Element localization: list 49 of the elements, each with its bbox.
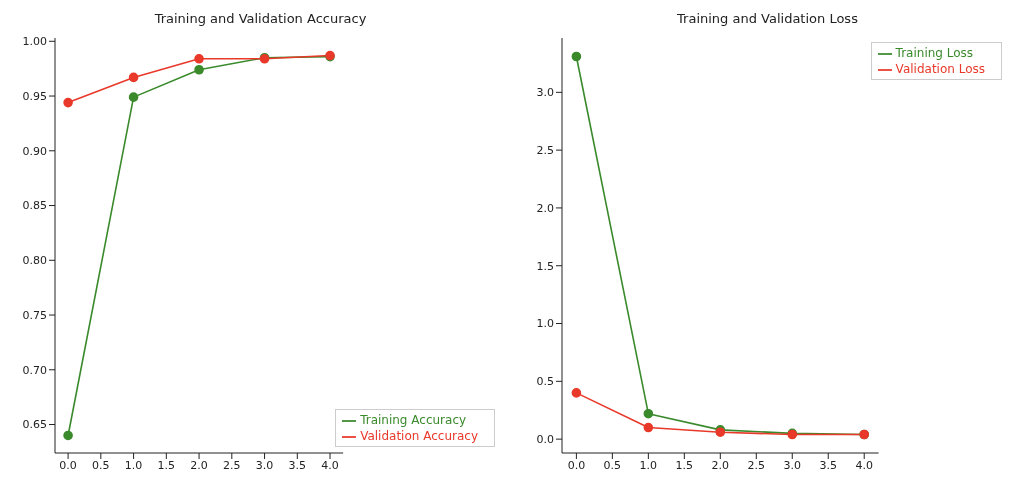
y-tick-label: 0.0 [536, 433, 554, 447]
point [63, 97, 73, 108]
point [643, 422, 654, 433]
legend-label: Validation Accuracy [360, 429, 478, 443]
point [643, 408, 654, 419]
y-tick-label: 0.85 [22, 199, 47, 213]
point [571, 51, 582, 62]
x-tick-label: 0.0 [567, 458, 586, 472]
y-tick-label: 1.5 [536, 259, 554, 273]
y-tick-label: 0.5 [536, 375, 554, 389]
point [194, 54, 204, 64]
x-tick-label: 3.5 [819, 458, 837, 472]
point [63, 430, 73, 441]
x-tick-label: 1.0 [124, 458, 143, 472]
y-tick-label: 1.00 [22, 35, 47, 49]
x-tick-label: 2.0 [190, 458, 208, 472]
legend-label: Validation Loss [895, 62, 985, 76]
x-tick-label: 4.0 [855, 458, 873, 472]
x-tick-label: 3.5 [288, 458, 307, 472]
chart-title: Training and Validation Loss [676, 10, 859, 28]
x-tick-label: 0.0 [59, 458, 77, 472]
y-tick-label: 0.80 [22, 254, 47, 268]
y-tick-label: 2.5 [536, 144, 554, 158]
x-tick-label: 3.0 [255, 458, 274, 472]
x-tick-label: 3.0 [783, 458, 802, 472]
point [571, 388, 582, 398]
y-tick-label: 1.0 [536, 317, 554, 331]
point [128, 92, 139, 102]
y-tick-label: 2.0 [536, 201, 554, 215]
x-tick-label: 1.5 [157, 458, 176, 472]
legend-label: Training Accuracy [360, 413, 467, 427]
y-tick-label: 3.0 [536, 86, 554, 100]
y-tick-label: 0.65 [22, 418, 47, 432]
x-tick-label: 2.5 [223, 458, 241, 472]
chart-title: Training and Validation Accuracy [153, 10, 368, 28]
y-tick-label: 0.95 [22, 89, 47, 103]
legend-label: Training Loss [895, 46, 974, 60]
x-tick-label: 2.0 [711, 458, 730, 472]
point [194, 64, 204, 75]
y-tick-label: 0.90 [22, 144, 47, 158]
x-tick-label: 0.5 [603, 458, 622, 472]
x-tick-label: 4.0 [321, 458, 339, 472]
point [128, 72, 139, 83]
x-tick-label: 1.5 [675, 458, 694, 472]
x-tick-label: 0.5 [92, 458, 110, 472]
x-tick-label: 2.5 [747, 458, 766, 472]
y-tick-label: 0.70 [22, 363, 47, 377]
y-tick-label: 0.75 [22, 308, 47, 322]
x-tick-label: 1.0 [639, 458, 658, 472]
